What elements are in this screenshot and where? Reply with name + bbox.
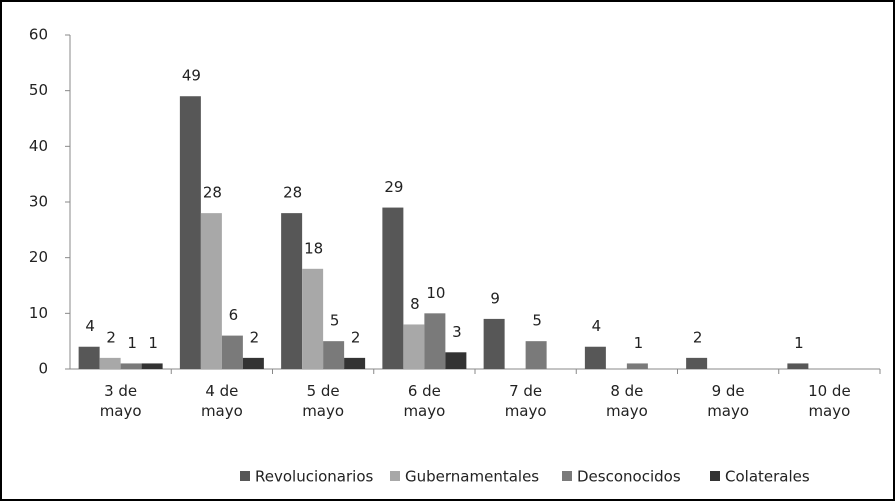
data-label: 49 xyxy=(182,67,201,85)
legend-label: Desconocidos xyxy=(577,468,681,486)
bar xyxy=(686,357,708,369)
legend-swatch xyxy=(240,471,250,481)
data-label: 5 xyxy=(330,312,340,330)
data-label: 2 xyxy=(250,328,260,346)
bar xyxy=(483,318,505,369)
data-label: 9 xyxy=(490,289,500,307)
data-label: 6 xyxy=(229,306,239,324)
legend-label: Revolucionarios xyxy=(255,468,374,486)
data-label: 5 xyxy=(532,312,542,330)
bar xyxy=(120,363,142,369)
y-tick-label: 10 xyxy=(29,304,48,322)
bar xyxy=(344,357,366,369)
data-label: 28 xyxy=(283,184,302,202)
bar xyxy=(626,363,648,369)
bar xyxy=(281,213,303,369)
data-label: 8 xyxy=(410,295,420,313)
bar xyxy=(200,213,222,369)
bar xyxy=(584,346,606,369)
legend-swatch xyxy=(390,471,400,481)
legend-label: Gubernamentales xyxy=(405,468,539,486)
x-tick-label: 5 de mayo xyxy=(302,382,345,420)
data-label: 1 xyxy=(127,334,137,352)
bar xyxy=(787,363,809,369)
y-tick-label: 50 xyxy=(29,81,48,99)
bar xyxy=(141,363,163,369)
bar xyxy=(302,268,324,369)
data-label: 3 xyxy=(452,323,462,341)
bar xyxy=(242,357,264,369)
legend-label: Colaterales xyxy=(725,468,810,486)
legend-swatch xyxy=(562,471,572,481)
data-label: 29 xyxy=(384,178,403,196)
data-label: 2 xyxy=(693,328,703,346)
bar xyxy=(424,313,446,369)
x-tick-label: 8 de mayo xyxy=(605,382,648,420)
data-label: 28 xyxy=(203,184,222,202)
bar xyxy=(525,341,547,369)
data-label: 10 xyxy=(426,284,445,302)
data-label: 2 xyxy=(106,328,116,346)
bar xyxy=(99,357,121,369)
bar xyxy=(323,341,345,369)
data-label: 18 xyxy=(304,239,323,257)
bar xyxy=(382,207,404,369)
data-label: 1 xyxy=(794,334,804,352)
bar xyxy=(445,352,467,369)
data-label: 4 xyxy=(592,317,602,335)
y-tick-label: 40 xyxy=(29,137,48,155)
y-tick-label: 30 xyxy=(29,193,48,211)
bar xyxy=(78,346,100,369)
bar xyxy=(179,96,201,369)
x-tick-label: 3 de mayo xyxy=(99,382,142,420)
x-tick-label: 9 de mayo xyxy=(707,382,750,420)
y-tick-label: 20 xyxy=(29,248,48,266)
bar xyxy=(221,335,243,369)
x-tick-label: 7 de mayo xyxy=(504,382,547,420)
x-tick-label: 6 de mayo xyxy=(403,382,446,420)
x-tick-label: 10 de mayo xyxy=(808,382,851,420)
data-label: 2 xyxy=(351,328,361,346)
data-label: 1 xyxy=(634,334,644,352)
data-label: 1 xyxy=(148,334,158,352)
legend-swatch xyxy=(710,471,720,481)
y-tick-label: 60 xyxy=(29,26,48,44)
y-tick-label: 0 xyxy=(38,360,48,378)
bar xyxy=(403,324,425,369)
x-tick-label: 4 de mayo xyxy=(200,382,243,420)
data-label: 4 xyxy=(85,317,95,335)
